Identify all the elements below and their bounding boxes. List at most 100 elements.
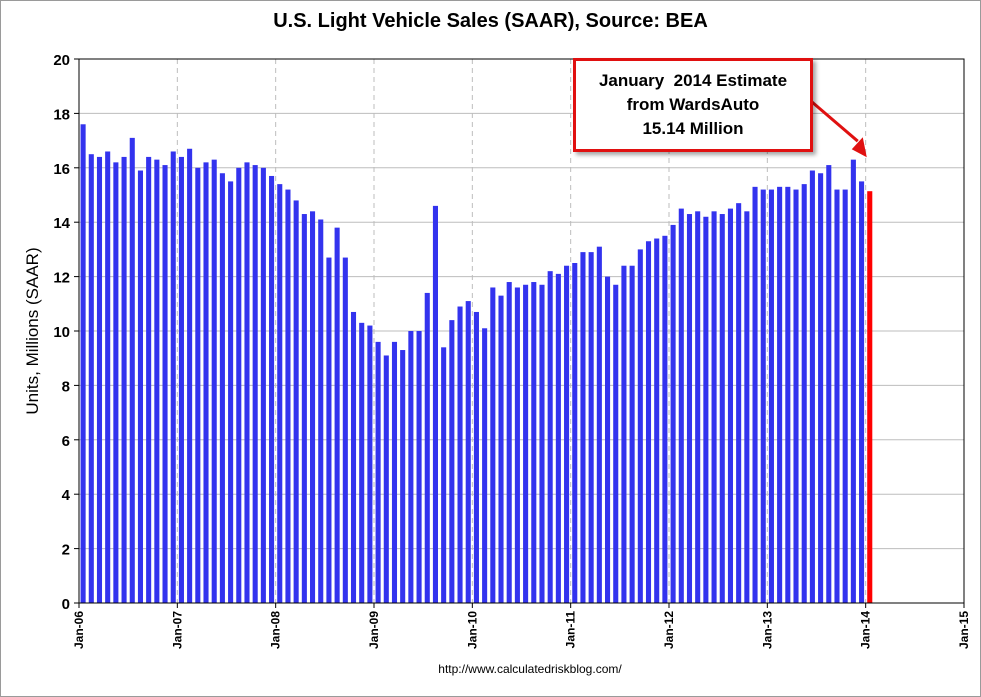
- bar: [809, 170, 815, 603]
- estimate-bar: [867, 191, 873, 603]
- bar: [187, 148, 193, 603]
- x-tick-label: Jan-06: [72, 611, 86, 649]
- bar: [605, 276, 611, 603]
- bar: [375, 341, 381, 603]
- y-tick-label: 18: [53, 106, 70, 123]
- bar: [498, 295, 504, 603]
- bar: [637, 249, 643, 603]
- x-tick-label: Jan-08: [269, 611, 283, 649]
- bar: [572, 263, 578, 603]
- bar: [596, 246, 602, 603]
- chart-title: U.S. Light Vehicle Sales (SAAR), Source:…: [273, 10, 708, 32]
- y-tick-label: 8: [62, 378, 70, 395]
- x-tick-label: Jan-10: [465, 611, 479, 649]
- bar: [842, 189, 848, 603]
- bar: [408, 331, 414, 603]
- bar: [736, 203, 742, 603]
- bar: [350, 311, 357, 603]
- annotation-arrowhead: [851, 137, 867, 158]
- y-tick-label: 16: [53, 161, 70, 178]
- bar: [252, 165, 258, 603]
- bar: [801, 184, 807, 603]
- bar: [424, 292, 430, 603]
- bar: [416, 331, 422, 603]
- bar: [269, 175, 275, 603]
- x-tick-label: Jan-15: [957, 611, 971, 649]
- y-tick-label: 4: [62, 487, 71, 504]
- bar: [359, 322, 365, 603]
- bar: [580, 252, 586, 603]
- bar: [826, 165, 832, 603]
- bar: [662, 235, 668, 604]
- bar: [727, 208, 733, 603]
- bar: [547, 271, 553, 603]
- bar: [211, 159, 217, 603]
- bar: [490, 287, 496, 603]
- x-tick-label: Jan-13: [760, 611, 774, 649]
- bar: [400, 350, 406, 603]
- annotation-line-1: January 2014 Estimate: [598, 71, 788, 90]
- bar: [154, 159, 160, 603]
- bar: [711, 211, 717, 603]
- y-tick-label: 10: [53, 324, 70, 341]
- bar: [686, 214, 693, 604]
- bar: [301, 214, 307, 604]
- bar: [391, 341, 398, 603]
- bar: [719, 214, 725, 604]
- bar: [342, 257, 348, 603]
- bar: [285, 189, 291, 603]
- bar: [482, 328, 488, 603]
- bar: [539, 284, 545, 603]
- bar: [121, 156, 127, 604]
- bar: [777, 186, 783, 603]
- y-tick-label: 2: [62, 542, 70, 559]
- bar: [785, 186, 791, 603]
- bar: [96, 156, 103, 604]
- bar: [703, 216, 709, 603]
- bar: [506, 282, 512, 603]
- bar: [236, 167, 242, 604]
- plot-border: [78, 58, 965, 604]
- bar: [555, 273, 561, 603]
- y-tick-label: 0: [62, 596, 70, 613]
- bar: [170, 151, 176, 604]
- bar: [162, 165, 168, 603]
- bar: [834, 189, 840, 603]
- bar: [277, 184, 283, 603]
- bar: [137, 170, 143, 603]
- bar: [465, 301, 471, 603]
- bar: [613, 284, 619, 603]
- bar: [818, 173, 824, 604]
- bar: [326, 257, 332, 603]
- y-tick-label: 14: [53, 215, 70, 232]
- y-axis-title: Units, Millions (SAAR): [23, 247, 42, 414]
- x-tick-label: Jan-07: [170, 611, 184, 649]
- bar: [80, 124, 86, 603]
- bar: [457, 306, 463, 603]
- bar: [514, 287, 520, 603]
- bar: [195, 167, 201, 604]
- bar: [367, 325, 373, 603]
- annotation-callout: January 2014 Estimate from WardsAuto 15.…: [573, 58, 813, 152]
- bar: [441, 347, 447, 603]
- x-tick-label: Jan-09: [367, 611, 381, 649]
- bar: [178, 156, 184, 604]
- bar: [432, 205, 438, 603]
- x-tick-label: Jan-11: [564, 611, 578, 649]
- bar: [654, 238, 660, 603]
- bar: [105, 151, 111, 604]
- bar: [768, 189, 774, 603]
- bar: [564, 265, 570, 603]
- bar: [531, 282, 537, 603]
- bar: [318, 219, 324, 604]
- bar: [228, 181, 234, 603]
- bar: [621, 265, 627, 603]
- x-tick-label: Jan-14: [859, 611, 873, 649]
- y-tick-label: 12: [53, 270, 70, 287]
- bar: [793, 189, 799, 603]
- bar: [383, 355, 389, 603]
- bar: [629, 265, 635, 603]
- bar: [129, 137, 135, 603]
- bar: [850, 159, 856, 603]
